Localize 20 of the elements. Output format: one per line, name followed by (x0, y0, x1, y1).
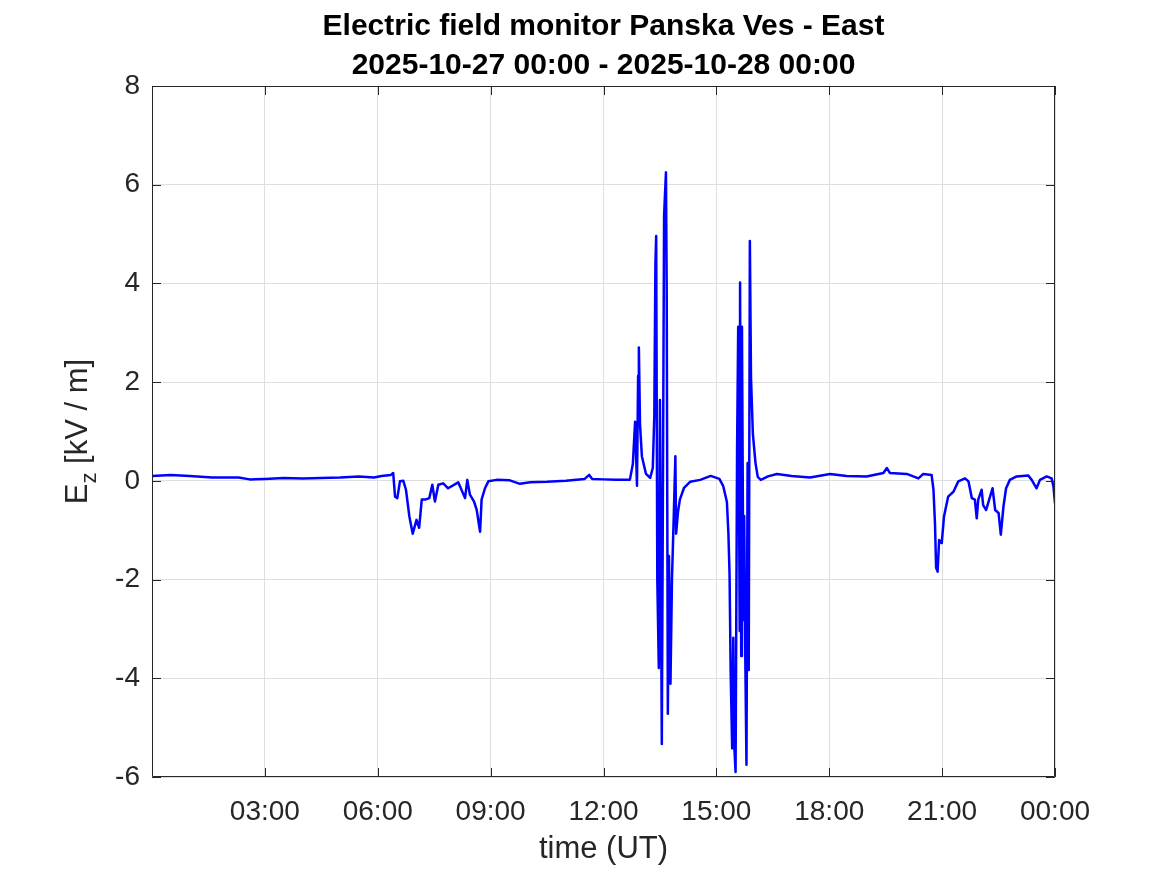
x-tick-label: 00:00 (1019, 794, 1091, 826)
x-tick-label: 06:00 (342, 794, 413, 826)
y-tick-label: 8 (124, 68, 140, 100)
x-tick-label: 15:00 (681, 794, 752, 826)
y-tick-label: 0 (124, 463, 140, 495)
x-axis-title: time (UT) (538, 830, 669, 865)
y-tick-label: 4 (124, 266, 140, 298)
x-tick-label: 03:00 (229, 794, 300, 826)
x-tick-label: 21:00 (907, 794, 978, 826)
chart-title: Electric field monitor Panska Ves - East (322, 8, 885, 41)
y-tick-label: 6 (124, 167, 140, 199)
x-tick-label: 09:00 (455, 794, 526, 826)
y-tick-label: -4 (115, 661, 140, 692)
x-tick-label: 12:00 (568, 794, 639, 826)
x-tick-label: 18:00 (794, 794, 865, 826)
chart-subtitle: 2025-10-27 00:00 - 2025-10-28 00:00 (351, 47, 856, 80)
y-tick-label: -2 (115, 562, 140, 594)
y-axis-title: Ez [kV / m] (59, 358, 102, 505)
y-tick-label: 2 (124, 364, 140, 396)
y-tick-label: -6 (115, 759, 140, 791)
